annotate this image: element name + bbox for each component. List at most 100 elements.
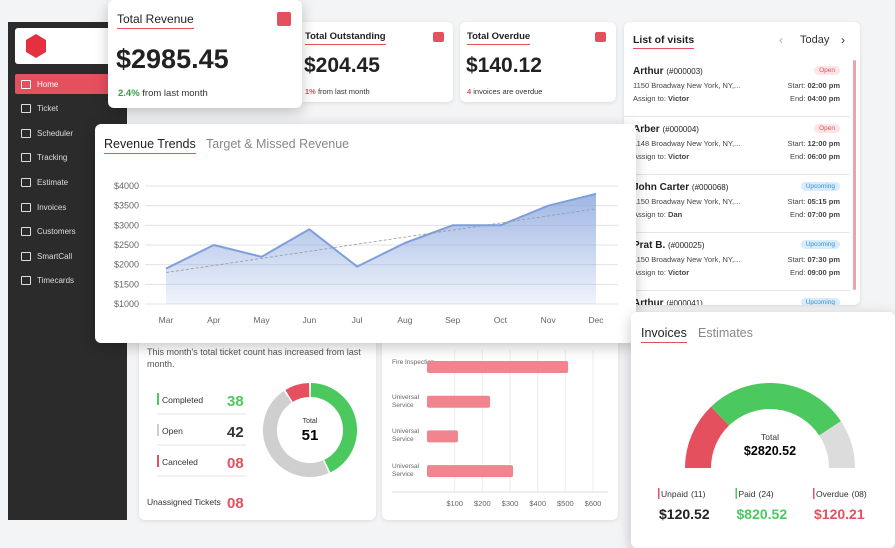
nav-item[interactable]: Scheduler [15,123,116,143]
y-tick-label: $2500 [114,240,139,250]
visit-item[interactable]: Prat B. (#000025) Upcoming 1150 Broadway N… [624,232,850,291]
gauge-total: $2820.52 [744,444,796,458]
end-time: 06:00 pm [807,152,840,161]
revenue-card: Total Revenue $2985.45 2.4% from last mo… [108,0,302,108]
line [165,192,597,270]
next-day[interactable]: › [841,33,845,47]
visit-item[interactable]: John Carter (#000068) Upcoming 1150 Broadw… [624,174,850,233]
visit-item[interactable]: Arthur (#000003) Open 1150 Broadway New Yo… [624,58,850,117]
legend-value: 42 [227,424,244,441]
end-label: End: [789,94,806,103]
nav-item[interactable]: Home [15,74,116,94]
legend-label: Open [162,426,183,436]
gauge-segment [711,383,841,436]
end-time: 07:00 pm [807,210,840,219]
nav-icon [21,153,31,163]
visit-name: John Carter (#000068) [633,182,728,193]
visit-start: Start: 07:30 pm [787,255,840,264]
revenue-trends-card: Revenue Trends Target & Missed Revenue $… [95,124,636,343]
x-tick-label: Aug [397,315,412,325]
unassigned-value: 08 [227,495,244,512]
nav-item[interactable]: Estimate [15,172,116,192]
tab[interactable]: Estimates [698,326,753,340]
card-note: 1% from last month [305,87,370,96]
x-tick-label: $400 [529,499,546,508]
card-change: 1% [305,87,316,96]
start-label: Start: [787,81,806,90]
x-tick-label: Sep [445,315,460,325]
nav-icon [21,276,31,286]
x-tick-label: Apr [207,315,220,325]
visit-id: (#000041) [666,299,703,305]
nav-icon [21,79,31,89]
assignee: Victor [668,152,690,161]
start-label: Start: [787,255,806,264]
prev-day[interactable]: ‹ [779,33,783,47]
bar-label: Fire Inspection [392,359,435,366]
nav-label: Timecards [37,276,75,286]
x-tick-label: May [254,315,271,325]
services-card: Fire Inspection Universal Service Universa… [382,330,618,520]
nav-label: Ticket [37,104,59,114]
visit-id: (#000068) [691,183,729,192]
card-icon [277,12,291,26]
nav-icon [21,251,31,261]
tickets-caption: This month's total ticket count has incr… [147,347,361,369]
nav-item[interactable]: Customers [15,222,116,242]
visits-title: List of visits [633,34,695,49]
card-icon [595,32,606,42]
status-pill: Upcoming [800,182,840,191]
nav-item[interactable]: SmartCall [15,246,116,266]
assignee: Dan [668,210,683,219]
visit-assign: Assign to: Victor [633,94,689,103]
visit-id: (#000004) [662,125,699,134]
nav-label: Estimate [37,177,69,187]
x-tick-label: $500 [557,499,574,508]
donut-segment [285,383,310,403]
card-icon [433,32,444,42]
visits-card: List of visits ‹ Today › Arthur (#000003… [624,22,860,305]
line-chart: $1000 $1500 $2000 $2500 $3000 $3500 $4000 Mar Ap… [114,181,618,325]
x-tick-label: Jul [352,315,363,325]
x-tick-label: $200 [474,499,491,508]
bar-chart: $100 $200 $300 $400 $500 $600 [392,350,608,508]
visit-item[interactable]: Arthur (#000041) Upcoming [624,290,850,305]
visit-end: End: 07:00 pm [790,210,840,219]
assign-label: Assign to: [633,152,666,161]
visit-person: Arthur [633,66,664,77]
visit-assign: Assign to: Victor [633,268,689,277]
visit-item[interactable]: Arber (#000004) Open 1148 Broadway New Yor… [624,116,850,175]
bar-label: Universal Service [392,393,420,409]
y-tick-label: $3000 [114,220,139,230]
x-tick-label: Jun [302,315,316,325]
visit-name: Arthur (#000041) [633,298,703,305]
card-note: 2.4% from last month [118,88,208,99]
y-tick-label: $1000 [114,299,139,309]
scrollbar [853,60,856,290]
assignee: Victor [668,268,690,277]
tab[interactable]: Target & Missed Revenue [206,137,350,151]
nav-item[interactable]: Timecards [15,271,116,291]
tab[interactable]: Invoices [641,326,687,343]
nav-item[interactable]: Tracking [15,148,116,168]
visit-end: End: 04:00 pm [790,94,840,103]
legend-name: Overdue [816,489,849,499]
tab[interactable]: Revenue Trends [104,137,196,154]
nav-icon [21,227,31,237]
end-label: End: [789,210,806,219]
bar-label: Universal Service [392,428,420,444]
legend-swatch [658,488,660,499]
legend-swatch [813,488,815,499]
nav-item[interactable]: Invoices [15,197,116,217]
card-value: $204.45 [304,54,380,77]
visit-assign: Assign to: Victor [633,152,689,161]
card-title: Total Outstanding [305,31,386,45]
outstanding-card: Total Outstanding $204.45 1% from last m… [298,22,453,102]
visit-id: (#000003) [666,67,703,76]
legend-amount: $120.21 [814,506,865,522]
nav-item[interactable]: Ticket [15,99,116,119]
status-pill: Open [814,66,840,75]
x-tick-label: Dec [588,315,604,325]
start-time: 12:00 pm [807,139,840,148]
